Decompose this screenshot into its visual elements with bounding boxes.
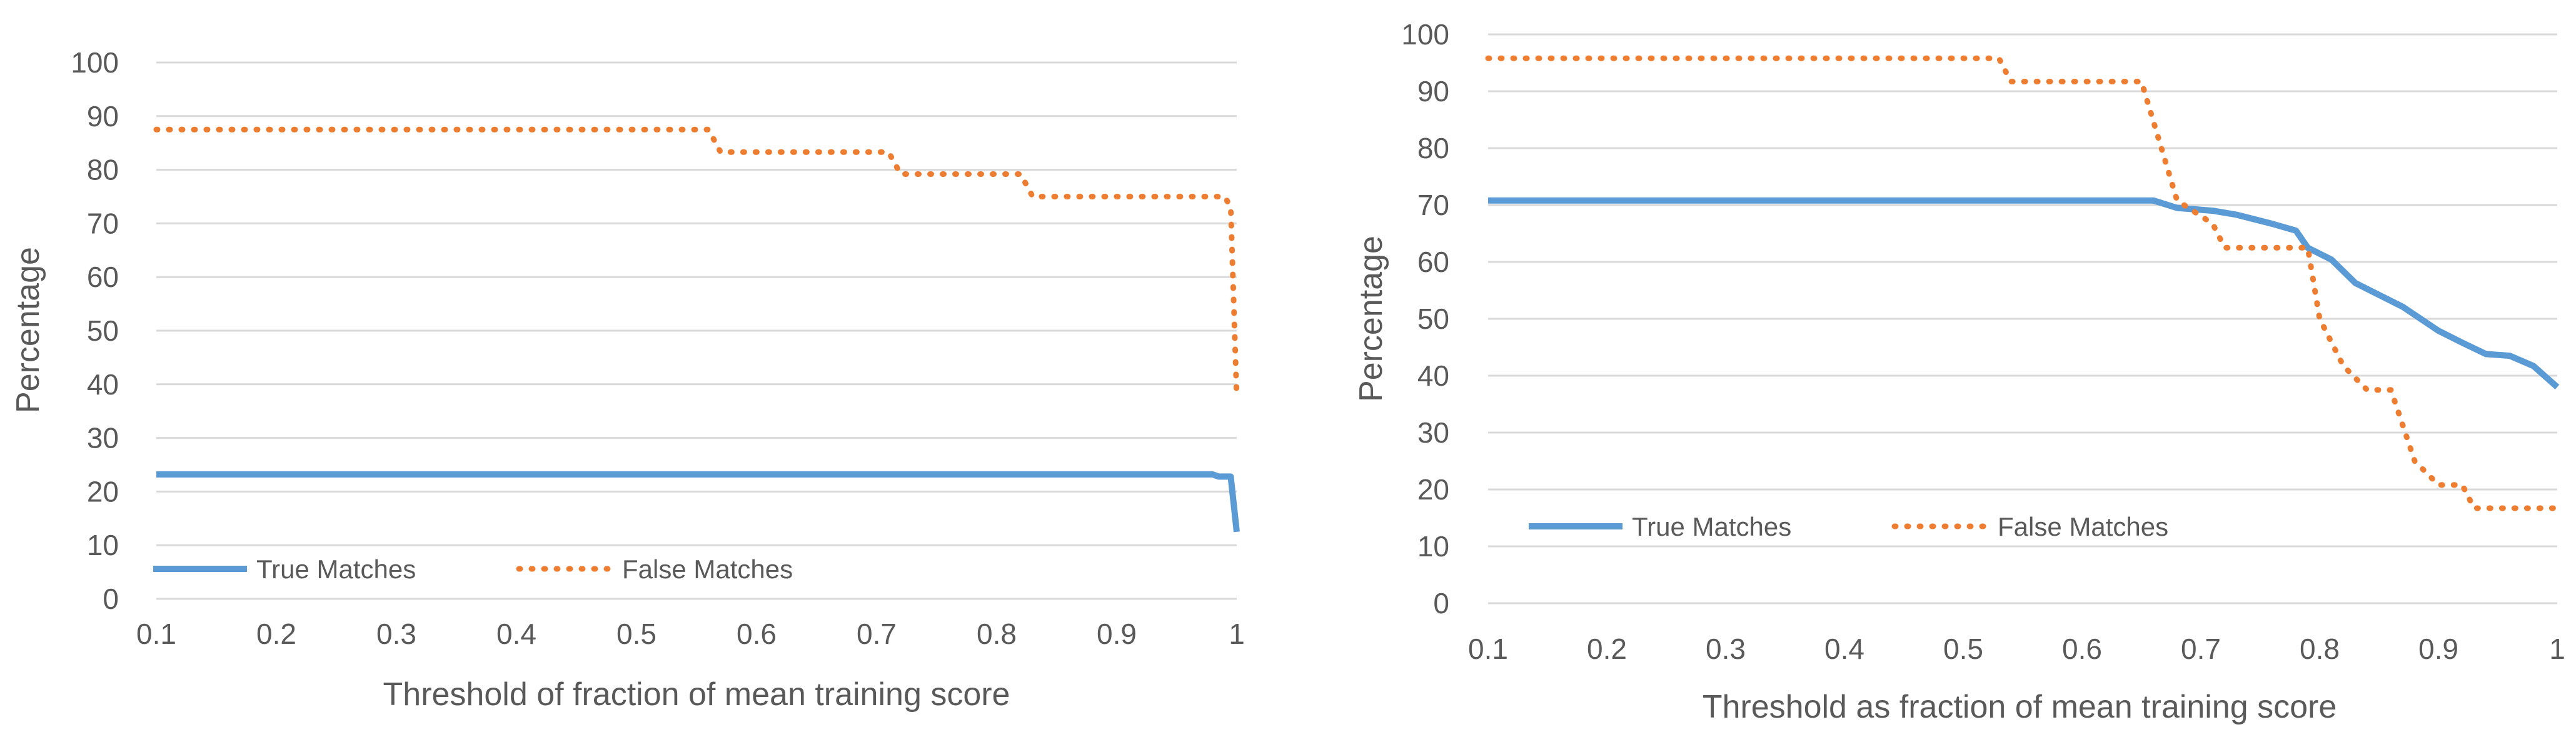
y-tick-label: 90: [1417, 75, 1449, 108]
x-tick-label: 0.2: [256, 618, 296, 650]
y-tick-label: 0: [1433, 587, 1449, 619]
y-tick-label: 50: [87, 314, 119, 347]
x-tick-label: 0.4: [496, 618, 536, 650]
series-line-false-matches: [153, 126, 1240, 401]
x-tick-label: 1: [1229, 618, 1245, 650]
y-tick-label: 20: [87, 475, 119, 508]
x-tick-label: 0.7: [2181, 633, 2221, 665]
y-tick-label: 0: [103, 583, 119, 615]
y-tick-label: 10: [1417, 530, 1449, 563]
y-tick-label: 50: [1417, 303, 1449, 335]
y-tick-label: 80: [87, 154, 119, 186]
y-axis-title: Percentage: [1353, 236, 1389, 402]
chart-right: 0 10 20 30 40 50 60 70 80 90 100 0.1 0.2 0.3 0.4 0.5 0.6…: [1353, 18, 2565, 725]
y-tick-label: 30: [1417, 416, 1449, 449]
x-tick-label: 0.4: [1824, 633, 1864, 665]
x-tick-label: 0.5: [616, 618, 657, 650]
series-line-false-matches: [1485, 55, 2560, 511]
y-tick-label: 60: [87, 261, 119, 293]
y-tick-label: 70: [87, 207, 119, 239]
legend-label-false-matches: False Matches: [622, 554, 793, 584]
x-tick-label: 0.8: [977, 618, 1017, 650]
y-tick-label: 100: [1401, 18, 1449, 51]
x-tick-label: 0.9: [2418, 633, 2458, 665]
chart-left: 0 10 20 30 40 50 60 70 80 90 100 0.1 0.2 0.3 0.4 0.5 0.6…: [10, 46, 1245, 713]
x-tick-label: 0.8: [2300, 633, 2340, 665]
x-tick-label: 0.6: [737, 618, 777, 650]
y-tick-label: 10: [87, 529, 119, 561]
legend-label-true-matches: True Matches: [1632, 512, 1791, 541]
y-tick-label: 30: [87, 422, 119, 454]
x-tick-label: 0.5: [1943, 633, 1983, 665]
x-tick-label: 0.7: [857, 618, 897, 650]
y-tick-label: 40: [1417, 359, 1449, 392]
x-tick-label: 0.6: [2062, 633, 2102, 665]
x-tick-label: 0.9: [1097, 618, 1137, 650]
y-tick-label: 80: [1417, 132, 1449, 164]
y-tick-label: 70: [1417, 189, 1449, 221]
legend-label-false-matches: False Matches: [1998, 512, 2168, 541]
x-tick-label: 0.2: [1587, 633, 1627, 665]
series-line-true-matches: [1488, 197, 2560, 389]
y-tick-label: 90: [87, 100, 119, 133]
x-axis-title: Threshold of fraction of mean training s…: [383, 676, 1010, 713]
y-tick-label: 20: [1417, 473, 1449, 506]
y-tick-label: 60: [1417, 246, 1449, 278]
x-tick-label: 0.1: [136, 618, 176, 650]
y-axis-title: Percentage: [10, 247, 46, 413]
y-tick-label: 100: [71, 46, 119, 79]
legend-label-true-matches: True Matches: [256, 554, 416, 584]
x-axis-title: Threshold as fraction of mean training s…: [1703, 689, 2337, 725]
y-tick-label: 40: [87, 368, 119, 401]
x-tick-label: 0.3: [376, 618, 416, 650]
x-tick-label: 0.3: [1706, 633, 1746, 665]
x-tick-label: 0.1: [1468, 633, 1508, 665]
x-tick-label: 1: [2549, 633, 2565, 665]
series-line-true-matches: [156, 471, 1240, 533]
